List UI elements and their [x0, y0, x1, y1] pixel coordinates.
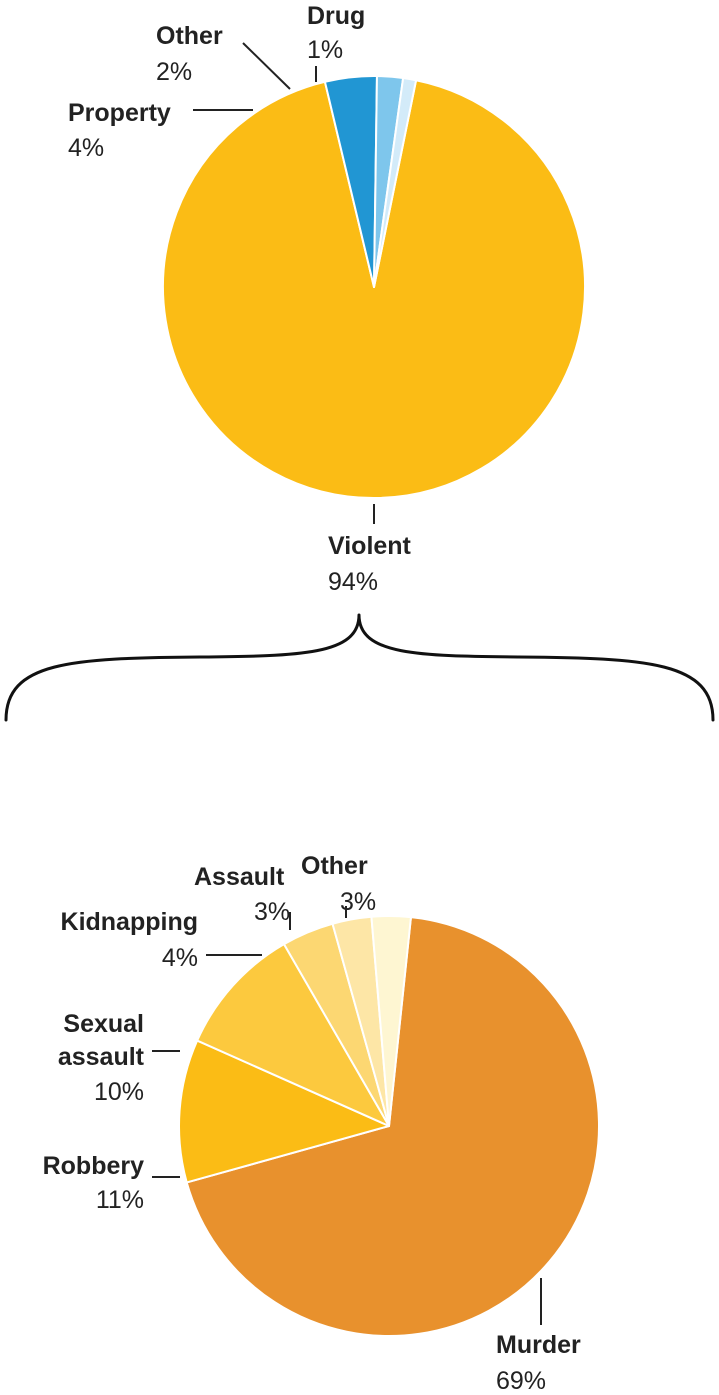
value-other-violent: 3%	[340, 888, 376, 916]
bottom-pie-labels: Other 3% Assault 3% Kidnapping 4% Sexual…	[43, 852, 581, 1395]
bottom-pie	[178, 915, 600, 1337]
breakdown-brace	[4, 613, 715, 722]
label-murder: Murder	[496, 1331, 581, 1359]
value-other: 2%	[156, 58, 192, 86]
label-assault: Assault	[194, 863, 285, 891]
label-violent: Violent	[328, 532, 412, 560]
label-kidnapping: Kidnapping	[61, 908, 198, 936]
label-drug: Drug	[307, 2, 365, 30]
leader-line-other	[242, 42, 291, 90]
pie-slice-sexual-assault	[196, 943, 390, 1127]
label-property: Property	[68, 99, 171, 127]
pie-slice-violent	[162, 79, 586, 499]
top-pie-labels: Drug 1% Other 2% Property 4% Violent 94%	[68, 2, 412, 596]
value-property: 4%	[68, 134, 104, 162]
label-robbery: Robbery	[43, 1152, 145, 1180]
pie-slice-other-violent	[370, 915, 412, 1127]
value-sexual-assault: 10%	[94, 1078, 144, 1106]
value-robbery: 11%	[96, 1186, 144, 1214]
value-kidnapping: 4%	[162, 944, 198, 972]
label-other-violent: Other	[301, 852, 368, 880]
value-violent: 94%	[328, 568, 378, 596]
value-assault: 3%	[254, 898, 290, 926]
label-sexual-assault-line1: Sexual	[63, 1010, 144, 1038]
pie-slice-murder	[185, 916, 600, 1337]
pie-slice-robbery	[178, 1039, 390, 1184]
label-sexual-assault-line2: assault	[58, 1043, 145, 1071]
value-drug: 1%	[307, 36, 343, 64]
pie-slice-drug	[373, 77, 418, 288]
top-pie	[162, 75, 586, 499]
label-other: Other	[156, 22, 223, 50]
value-murder: 69%	[496, 1367, 546, 1395]
